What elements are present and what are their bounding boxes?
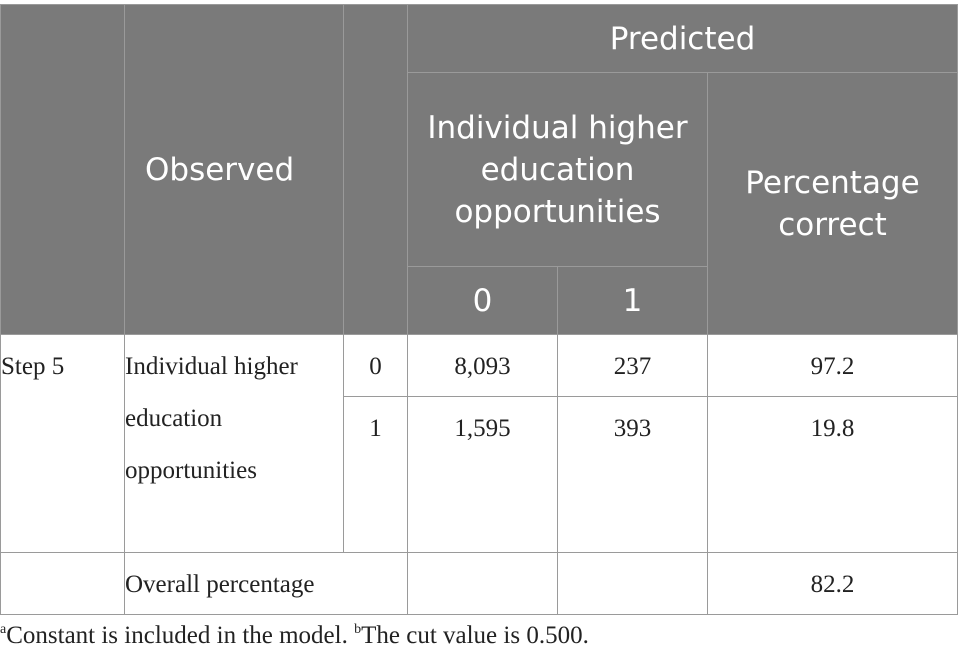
footnote-b-text: The cut value is 0.500. — [361, 622, 589, 649]
header-col-0: 0 — [407, 266, 558, 335]
overall-blank-0 — [407, 552, 558, 615]
overall-row: Overall percentage 82.2 — [0, 552, 958, 615]
overall-step-blank — [0, 552, 125, 615]
footnote-a-text: Constant is included in the model. — [6, 622, 348, 649]
percentage-correct: 19.8 — [707, 396, 958, 553]
overall-label: Overall percentage — [124, 552, 408, 615]
footnote-b-marker: b — [354, 622, 362, 637]
count-predicted-0: 8,093 — [407, 334, 558, 397]
percentage-correct: 97.2 — [707, 334, 958, 397]
header-class-blank — [343, 4, 408, 335]
overall-blank-1 — [557, 552, 708, 615]
row-label: Individual higher education opportunitie… — [124, 334, 344, 553]
class-value: 1 — [343, 396, 408, 553]
step-label: Step 5 — [0, 334, 125, 553]
footnote-a-marker: a — [0, 622, 7, 637]
overall-percentage: 82.2 — [707, 552, 958, 615]
header-predicted: Predicted — [407, 4, 958, 73]
header-col-1: 1 — [557, 266, 708, 335]
header-observed: Observed — [124, 4, 344, 335]
header-percentage-correct: Percentage correct — [707, 72, 958, 335]
header-step-blank — [0, 4, 125, 335]
class-value: 0 — [343, 334, 408, 397]
table-row: Step 5 Individual higher education oppor… — [0, 334, 958, 553]
classification-table: Observed Predicted Individual higher edu… — [0, 4, 958, 615]
count-predicted-1: 393 — [557, 396, 708, 553]
count-predicted-0: 1,595 — [407, 396, 558, 553]
count-predicted-1: 237 — [557, 334, 708, 397]
table-footnote: aConstant is included in the model. bThe… — [0, 622, 589, 650]
table-row: 1 1,595 393 19.8 — [1, 396, 958, 553]
header-group-label: Individual higher education opportunitie… — [407, 72, 708, 267]
